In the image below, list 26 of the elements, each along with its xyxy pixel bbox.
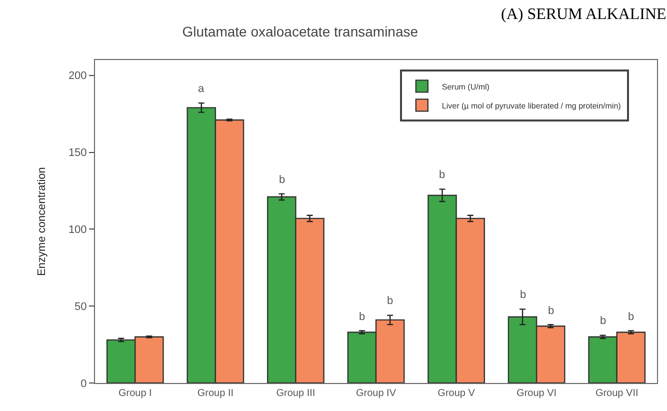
x-tick-label: Group II [197, 388, 234, 399]
y-tick-label: 200 [68, 70, 87, 82]
annotation: b [548, 305, 554, 317]
x-tick-label: Group IV [356, 388, 396, 399]
x-tick-label: Group I [118, 388, 152, 399]
x-tick-label: Group VI [516, 388, 557, 399]
chart-title: Glutamate oxaloacetate transaminase [182, 24, 418, 40]
x-tick-label: Group III [276, 388, 316, 399]
y-tick-label: 50 [74, 300, 87, 313]
legend-label: Serum (U/ml) [442, 82, 490, 92]
legend-label: Liver (µ mol of pyruvate liberated / mg protein/min) [442, 101, 622, 110]
annotation: b [628, 311, 634, 323]
annotation: b [387, 295, 394, 307]
y-tick-label: 0 [80, 378, 87, 390]
y-axis-title: Enzyme concentration [36, 167, 48, 276]
y-tick-label: 100 [68, 224, 87, 236]
annotation: b [359, 311, 366, 323]
annotation: b [279, 174, 286, 186]
annotation: b [520, 289, 526, 301]
y-tick-label: 150 [68, 147, 87, 160]
x-tick-label: Group V [438, 388, 476, 399]
annotation: b [439, 169, 446, 181]
annotation: b [600, 315, 606, 327]
annotation: a [198, 83, 205, 95]
x-tick-label: Group VII [595, 388, 638, 399]
text: (A) SERUM ALKALINE [501, 6, 666, 23]
